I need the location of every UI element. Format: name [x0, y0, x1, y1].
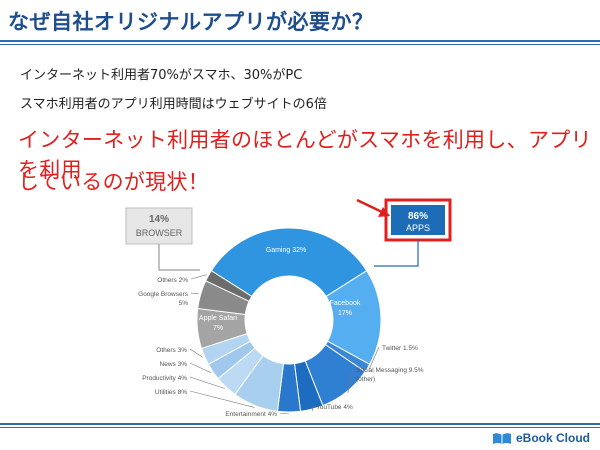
browser-bracket [158, 244, 200, 271]
browser-percent: 14% [149, 214, 169, 225]
title-divider-thin [0, 44, 600, 45]
browser-label: BROWSER [136, 228, 183, 238]
leader-productivity-4 [189, 376, 225, 389]
leader-google-browsers [190, 292, 199, 295]
slice-others-2 [205, 270, 253, 302]
apps-label: APPS [406, 223, 430, 233]
slice-label-entertainment-4: Entertainment 4% [225, 411, 277, 418]
slice-label-productivity-4: Productivity 4% [142, 375, 187, 382]
leader-social-messaging-9-5 [347, 368, 354, 394]
title-divider [0, 40, 600, 42]
slice-label-google-browsers: Google Browsers 5% [138, 291, 189, 307]
leader-utilities-8 [189, 390, 255, 408]
slice-label-youtube-4: YouTube 4% [316, 404, 353, 411]
slice-label-facebook: Facebook 17% [330, 300, 361, 317]
slide-title: なぜ自社オリジナルアプリが必要か？ [8, 10, 374, 34]
emphasis-line-1: インターネット利用者のほとんどがスマホを利用し、アプリを利用 [18, 128, 592, 182]
slice-label-apple-safari: Apple Safari 7% [199, 315, 238, 332]
leader-twitter-1-5 [368, 346, 380, 370]
browser-box [125, 207, 193, 245]
slice-label-others-3: Others 3% [156, 347, 187, 354]
slice-label-utilities-8: Utilities 8% [155, 389, 187, 396]
leader-news-3 [189, 362, 212, 374]
slice-label-news-3: News 3% [160, 361, 188, 368]
apps-box [391, 205, 445, 235]
apps-percent: 86% [408, 211, 428, 222]
leader-others-3 [189, 348, 203, 358]
brand-name: eBook Cloud [516, 431, 590, 445]
footer-divider-thin [0, 427, 600, 428]
slice-label-others-2: Others 2% [157, 277, 188, 284]
highlight-arrow-head [378, 207, 390, 217]
bullet-app-time: スマホ利用者のアプリ利用時間はウェブサイトの6倍 [20, 97, 327, 112]
slice-gaming-32 [210, 227, 368, 298]
bullet-smartphone-share: インターネット利用者70%がスマホ、30%がPC [20, 68, 303, 83]
apps-bracket [374, 240, 419, 267]
book-icon [493, 433, 511, 444]
emphasis-line-2: しているのが現状！ [18, 170, 210, 194]
brand-logo: eBook Cloud [492, 431, 590, 445]
leader-others-2 [190, 274, 207, 280]
highlight-arrow-shaft [356, 198, 385, 215]
leader-youtube-4 [312, 405, 314, 412]
slice-label-gaming-32: Gaming 32% [266, 247, 306, 254]
leader-entertainment-4 [279, 412, 290, 415]
slice-label-social-messaging-9-5: Social Messaging 9.5% (other) [356, 367, 424, 383]
slice-label-twitter-1-5: Twitter 1.5% [382, 345, 418, 352]
footer-divider [0, 423, 600, 425]
